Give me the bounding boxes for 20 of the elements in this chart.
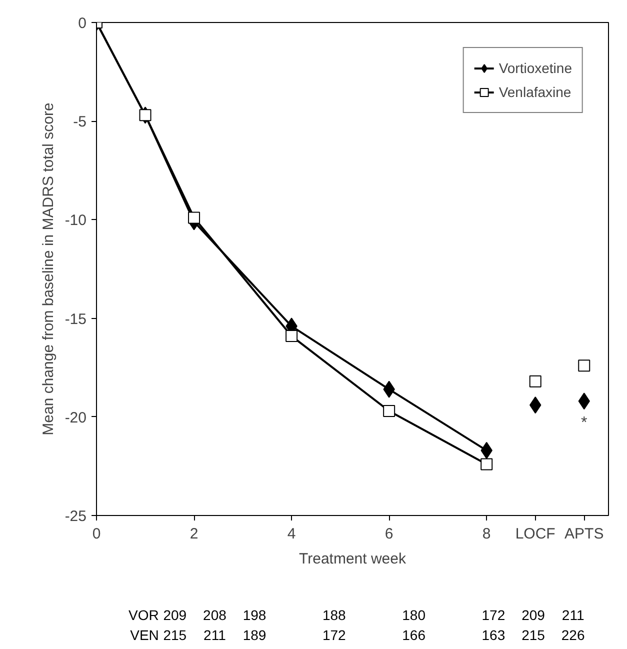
y-tick-label: -15	[64, 310, 87, 328]
x-axis-title: Treatment week	[299, 550, 406, 568]
y-axis-title: Mean change from baseline in MADRS total score	[40, 102, 57, 436]
x-tick-label: 6	[384, 526, 394, 542]
x-tick-label: 2	[190, 526, 198, 542]
legend-label: Vortioxetine	[498, 60, 572, 76]
y-tick-label: -25	[64, 508, 87, 525]
annotation: *	[581, 414, 588, 432]
x-tick-label: APTS	[564, 526, 604, 542]
y-tick-label: -10	[64, 212, 87, 230]
text: VEN 215 211 189 172 166 163 215 226	[130, 626, 585, 643]
y-tick-label: -5	[73, 114, 87, 131]
x-tick-label: LOCF	[515, 526, 556, 542]
text: VOR 209 208 198 188 180 172 209 211	[128, 607, 584, 624]
legend-label: Venlafaxine	[498, 84, 572, 100]
y-tick-label: -20	[64, 409, 87, 426]
x-tick-label: 0	[92, 526, 101, 542]
x-tick-label: 8	[482, 526, 491, 542]
x-tick-label: 4	[287, 526, 296, 542]
y-tick-label: 0	[78, 15, 86, 32]
